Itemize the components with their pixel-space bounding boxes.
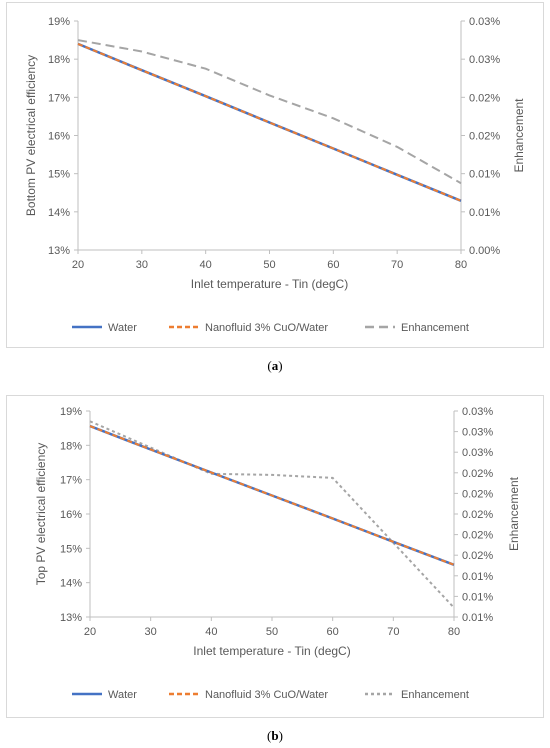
y-axis-right-title: Enhancement xyxy=(507,476,521,551)
y-right-tick-label: 0.03% xyxy=(462,406,493,418)
y-right-tick-label: 0.01% xyxy=(469,207,500,219)
x-tick-label: 30 xyxy=(145,626,157,638)
y-right-tick-label: 0.03% xyxy=(469,16,500,28)
caption-a: (a) xyxy=(267,358,283,373)
y-right-tick-label: 0.02% xyxy=(462,530,493,542)
caption-b: (b) xyxy=(267,728,283,743)
y-right-tick-label: 0.02% xyxy=(469,92,500,104)
series-line-nanofluid-3-cuo-water xyxy=(77,42,462,202)
chart-a-svg: 13% 14% 15% 16% 17% 18% 19% 0.00% 0.01% 0.01% 0.02… xyxy=(24,16,526,334)
x-tick-label: 60 xyxy=(327,259,339,271)
series-line-enhancement xyxy=(77,39,462,185)
chart-panel-a: 13% 14% 15% 16% 17% 18% 19% 0.00% 0.01% 0.01% 0.02… xyxy=(6,2,544,348)
y-left-tick-label: 17% xyxy=(60,475,82,487)
y-right-tick-label: 0.03% xyxy=(469,54,500,66)
legend-label: Water xyxy=(108,322,137,334)
y-left-tick-label: 14% xyxy=(60,578,82,590)
y-right-tick-label: 0.03% xyxy=(462,427,493,439)
y-right-tick-label: 0.02% xyxy=(462,509,493,521)
y-axis-left-title: Top PV electrical efficiency xyxy=(34,443,48,586)
y-left-tick-label: 15% xyxy=(48,169,70,181)
y-left-tick-label: 19% xyxy=(48,16,70,28)
x-tick-label: 20 xyxy=(72,259,84,271)
x-tick-label: 60 xyxy=(327,626,339,638)
x-tick-label: 70 xyxy=(391,259,403,271)
x-tick-label: 80 xyxy=(448,626,460,638)
caption-a-label: a xyxy=(271,358,279,373)
x-axis-title: Inlet temperature - Tin (degC) xyxy=(191,277,348,291)
x-tick-label: 40 xyxy=(205,626,217,638)
legend-label: Water xyxy=(108,689,137,701)
x-axis-title: Inlet temperature - Tin (degC) xyxy=(193,644,350,658)
y-left-tick-label: 18% xyxy=(48,54,70,66)
x-tick-label: 70 xyxy=(387,626,399,638)
legend-label: Enhancement xyxy=(401,322,469,334)
y-right-tick-label: 0.01% xyxy=(462,591,493,603)
y-axis-left-title: Bottom PV electrical efficiency xyxy=(24,55,38,216)
y-axis-right-title: Enhancement xyxy=(512,98,526,173)
legend-label: Nanofluid 3% CuO/Water xyxy=(205,322,328,334)
y-left-tick-label: 13% xyxy=(60,612,82,624)
series-line-water xyxy=(77,42,462,202)
y-left-tick-label: 17% xyxy=(48,92,70,104)
x-tick-label: 40 xyxy=(200,259,212,271)
chart-b-svg: 13% 14% 15% 16% 17% 18% 19% 0.01% 0.01% 0.01% 0.02… xyxy=(34,406,521,701)
x-tick-label: 50 xyxy=(266,626,278,638)
y-right-tick-label: 0.01% xyxy=(462,571,493,583)
x-tick-label: 20 xyxy=(84,626,96,638)
y-right-tick-label: 0.00% xyxy=(469,245,500,257)
x-tick-label: 80 xyxy=(455,259,467,271)
series-line-nanofluid-3-cuo-water xyxy=(89,425,455,566)
y-right-tick-label: 0.02% xyxy=(462,488,493,500)
y-left-tick-label: 16% xyxy=(48,131,70,143)
y-right-tick-label: 0.01% xyxy=(469,169,500,181)
y-left-tick-label: 14% xyxy=(48,207,70,219)
y-left-tick-label: 16% xyxy=(60,509,82,521)
y-right-tick-label: 0.02% xyxy=(469,131,500,143)
y-right-tick-label: 0.03% xyxy=(462,447,493,459)
caption-b-label: b xyxy=(271,728,279,743)
legend-label: Nanofluid 3% CuO/Water xyxy=(205,689,328,701)
y-left-tick-label: 15% xyxy=(60,543,82,555)
legend-label: Enhancement xyxy=(401,689,469,701)
y-left-tick-label: 18% xyxy=(60,440,82,452)
x-tick-label: 50 xyxy=(263,259,275,271)
chart-panel-b: 13% 14% 15% 16% 17% 18% 19% 0.01% 0.01% 0.01% 0.02… xyxy=(6,395,544,718)
series-line-enhancement xyxy=(89,420,455,609)
y-right-tick-label: 0.02% xyxy=(462,468,493,480)
y-left-tick-label: 19% xyxy=(60,406,82,418)
y-right-tick-label: 0.02% xyxy=(462,550,493,562)
y-right-tick-label: 0.01% xyxy=(462,612,493,624)
y-left-tick-label: 13% xyxy=(48,245,70,257)
x-tick-label: 30 xyxy=(136,259,148,271)
